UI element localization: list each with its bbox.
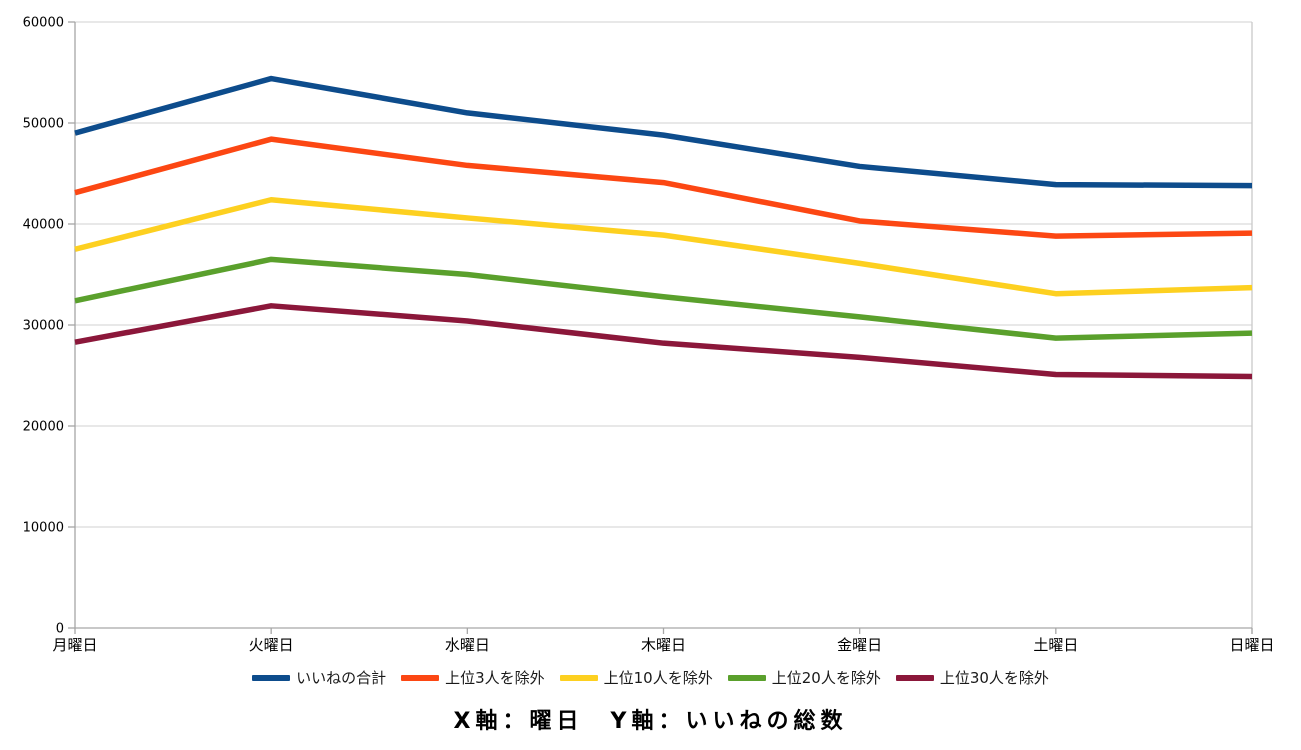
legend-swatch [559,675,598,681]
category-label: 水曜日 [445,636,490,654]
legend-label: 上位20人を除外 [771,669,881,687]
legend-item-3: 上位20人を除外 [727,668,881,688]
legend-item-0: いいねの合計 [252,668,386,688]
category-label: 日曜日 [1229,636,1274,654]
legend-swatch [895,675,934,681]
axis-caption: X軸：曜日 Y軸：いいねの総数 [453,709,848,734]
y-tick-label: 30000 [23,319,64,334]
category-label: 火曜日 [249,636,294,654]
category-label: 金曜日 [837,636,882,654]
category-label: 土曜日 [1033,636,1078,654]
legend-label: いいねの合計 [296,669,387,687]
series-line-4 [74,303,1253,380]
y-tick-label: 50000 [23,117,64,132]
y-tick-label: 10000 [23,521,64,536]
y-tick-label: 60000 [23,16,64,31]
legend-swatch [252,675,291,681]
category-label: 木曜日 [641,636,686,654]
y-tick-label: 20000 [23,420,64,435]
series-line-1 [74,136,1253,239]
line-chart-canvas: 0 10000 20000 30000 40000 50000 60000 月曜日 火曜日 水曜日… [23,16,1275,655]
legend-swatch [727,675,766,681]
category-label: 月曜日 [52,636,97,654]
legend-label: 上位10人を除外 [603,669,713,687]
legend-item-1: 上位3人を除外 [401,668,545,688]
y-tick-label: 0 [56,622,64,637]
y-tick-label: 40000 [23,218,64,233]
series-line-0 [74,75,1253,189]
legend-item-4: 上位30人を除外 [895,668,1049,688]
legend-label: 上位3人を除外 [445,669,545,687]
legend-swatch [401,675,440,681]
legend-item-2: 上位10人を除外 [559,668,713,688]
series-line-3 [74,256,1253,341]
series-line-2 [74,197,1253,297]
legend-label: 上位30人を除外 [939,669,1049,687]
chart-legend: いいねの合計 上位3人を除外 上位10人を除外 上位20人を除外 上位30人を除外 [0,668,1301,688]
